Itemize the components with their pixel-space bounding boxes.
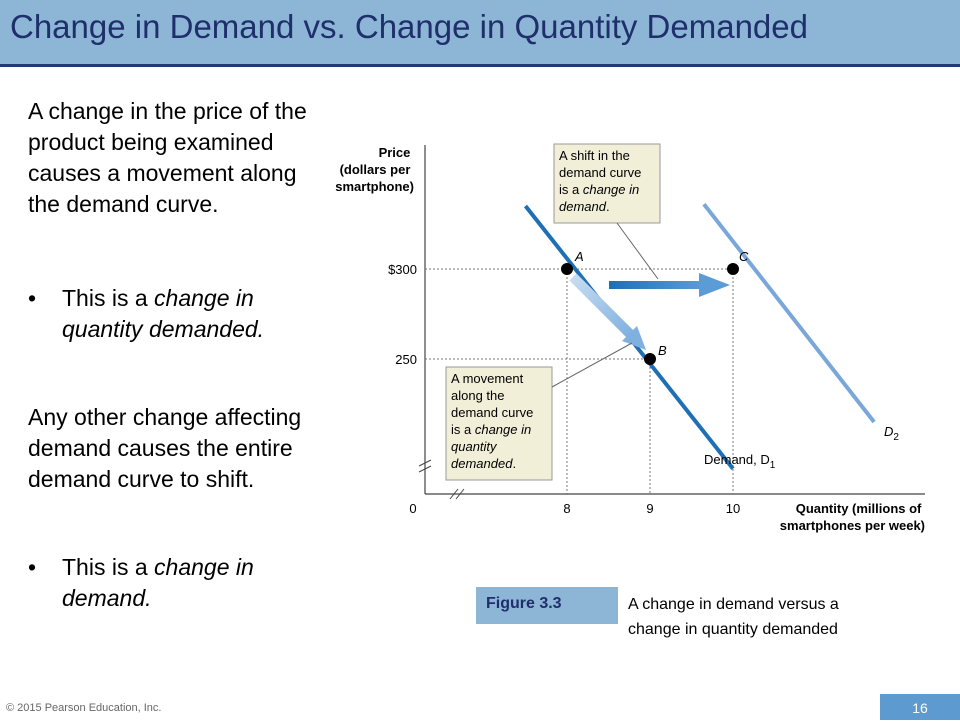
bullet-emphasis: change in demand. <box>62 554 254 611</box>
bullet-quantity-demanded-text: This is a change in quantity demanded. <box>62 283 332 345</box>
page-number: 16 <box>880 694 960 720</box>
tick-labels: $300 250 0 8 9 10 <box>388 262 740 516</box>
paragraph-movement-text: A change in the price of the product bei… <box>28 98 307 217</box>
bullet-dot: • <box>28 285 37 311</box>
y-axis-break <box>418 459 432 473</box>
paragraph-movement: A change in the price of the product bei… <box>28 96 328 220</box>
shift-callout-line-2: demand curve <box>559 165 641 180</box>
movement-callout-line-1: A movement <box>451 371 524 386</box>
shift-callout-line-1: A shift in the <box>559 148 630 163</box>
bullet-prefix: This is a <box>62 285 155 311</box>
figure-label: Figure 3.3 <box>476 587 618 624</box>
equilibrium-points: A B C <box>561 249 749 365</box>
y-tick-label: 250 <box>395 352 417 367</box>
movement-arrow <box>569 273 646 350</box>
svg-text:A movement along the: A movement along the demand curve is a c… <box>451 371 537 471</box>
shift-callout-line-4-tail: . <box>606 199 610 214</box>
svg-text:A shift in the demand cu: A shift in the demand curve is a change … <box>559 148 645 214</box>
movement-callout-line-4: is a <box>451 422 475 437</box>
shift-callout-line-3-emph: change in <box>583 182 639 197</box>
x-tick-label: 9 <box>646 501 653 516</box>
x-axis-label: Quantity (millions of smartphones per we… <box>780 501 925 533</box>
point-a <box>561 263 573 275</box>
y-tick-label: $300 <box>388 262 417 277</box>
paragraph-shift: Any other change affecting demand causes… <box>28 402 328 495</box>
movement-callout-line-6-tail: . <box>512 456 516 471</box>
d2-label: D2 <box>884 424 899 443</box>
bullet-dot: • <box>28 554 37 580</box>
bullet-emphasis: change in quantity demanded. <box>62 285 265 342</box>
movement-callout-line-6-emph: demanded <box>451 456 513 471</box>
movement-callout-line-3: demand curve <box>451 405 533 420</box>
y-axis-label: Price (dollars per smartphone) <box>335 145 414 194</box>
x-axis-break <box>449 488 465 500</box>
x-tick-label: 10 <box>726 501 740 516</box>
shift-arrow <box>609 273 730 297</box>
movement-callout-line-4-emph: change in <box>475 422 531 437</box>
movement-callout-line-2: along the <box>451 388 505 403</box>
point-label-c: C <box>739 249 749 264</box>
movement-callout-line-5-emph: quantity <box>451 439 498 454</box>
title-bar: Change in Demand vs. Change in Quantity … <box>0 0 960 67</box>
x-tick-label: 0 <box>409 501 416 516</box>
shift-callout-line-3: is a <box>559 182 583 197</box>
demand-curves <box>523 202 876 471</box>
movement-callout: A movement along the demand curve is a c… <box>445 342 633 481</box>
point-label-a: A <box>574 249 584 264</box>
chart-axes <box>418 145 925 500</box>
point-c <box>727 263 739 275</box>
dotted-guides <box>425 268 734 494</box>
point-label-b: B <box>658 343 667 358</box>
shift-callout-line-4-emph: demand <box>559 199 607 214</box>
d1-label: Demand, D1 <box>704 452 776 471</box>
x-tick-label: 8 <box>563 501 570 516</box>
copyright-text: © 2015 Pearson Education, Inc. <box>6 702 162 714</box>
bullet-demand-text: This is a change in demand. <box>62 552 332 614</box>
bullet-prefix: This is a <box>62 554 155 580</box>
figure-caption: A change in demand versus a change in qu… <box>628 596 839 638</box>
point-b <box>644 353 656 365</box>
paragraph-shift-text: Any other change affecting demand causes… <box>28 404 302 492</box>
slide-title: Change in Demand vs. Change in Quantity … <box>10 8 808 45</box>
demand-curve-d2 <box>702 202 876 424</box>
shift-callout: A shift in the demand curve is a change … <box>553 143 661 280</box>
